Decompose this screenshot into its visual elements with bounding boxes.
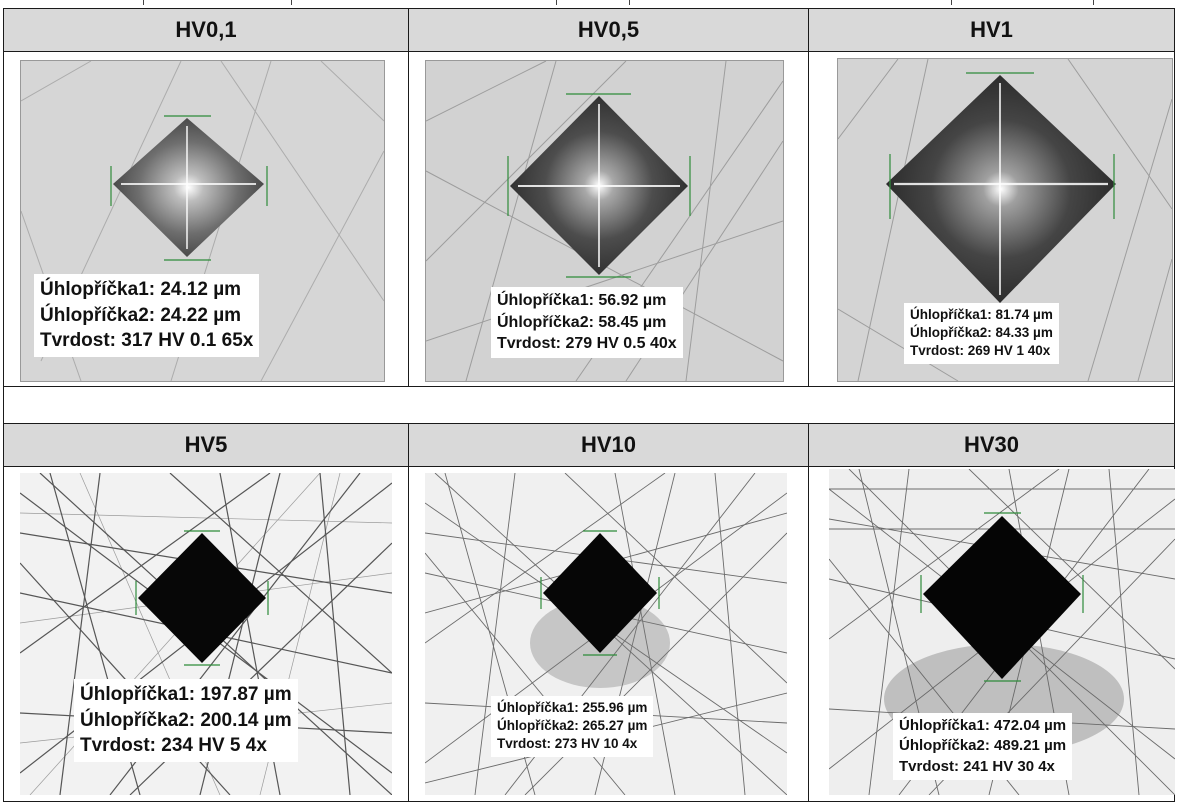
image-cell-hv30: Úhlopříčka1: 472.04 µm Úhlopříčka2: 489.… — [808, 466, 1175, 802]
measurement-caption-hv1: Úhlopříčka1: 81.74 µm Úhlopříčka2: 84.33… — [904, 303, 1059, 364]
diagonal2-text: Úhlopříčka2: 489.21 µm — [899, 737, 1067, 755]
diagonal2-text: Úhlopříčka2: 58.45 µm — [497, 313, 667, 331]
image-cell-hv05: Úhlopříčka1: 56.92 µm Úhlopříčka2: 58.45… — [408, 51, 809, 387]
header-row-top: HV0,1 HV0,5 HV1 — [3, 8, 1175, 52]
image-cell-hv10: Úhlopříčka1: 255.96 µm Úhlopříčka2: 265.… — [408, 466, 809, 802]
hardness-text: Tvrdost: 273 HV 10 4x — [497, 736, 638, 752]
top-ruler-strip — [0, 0, 1177, 8]
header-row-bottom: HV5 HV10 HV30 — [3, 423, 1175, 467]
measurement-caption-hv10: Úhlopříčka1: 255.96 µm Úhlopříčka2: 265.… — [491, 696, 654, 757]
spacer-row — [3, 386, 1175, 424]
column-header-hv5: HV5 — [3, 423, 409, 467]
hardness-text: Tvrdost: 241 HV 30 4x — [899, 757, 1055, 775]
diagonal1-text: Úhlopříčka1: 56.92 µm — [497, 292, 667, 309]
diagonal1-text: Úhlopříčka1: 81.74 µm — [910, 307, 1053, 322]
image-cell-hv5: Úhlopříčka1: 197.87 µm Úhlopříčka2: 200.… — [3, 466, 409, 802]
diagonal2-text: Úhlopříčka2: 24.22 µm — [40, 304, 242, 326]
column-header-hv01: HV0,1 — [3, 8, 409, 52]
diagonal2-text: Úhlopříčka2: 84.33 µm — [910, 325, 1053, 341]
hardness-text: Tvrdost: 317 HV 0.1 65x — [40, 330, 254, 352]
hardness-text: Tvrdost: 269 HV 1 40x — [910, 343, 1051, 359]
diagonal2-text: Úhlopříčka2: 200.14 µm — [80, 709, 292, 731]
column-header-hv1: HV1 — [808, 8, 1175, 52]
measurement-caption-hv30: Úhlopříčka1: 472.04 µm Úhlopříčka2: 489.… — [893, 713, 1073, 780]
image-row-bottom: Úhlopříčka1: 197.87 µm Úhlopříčka2: 200.… — [3, 466, 1175, 802]
column-header-hv30: HV30 — [808, 423, 1175, 467]
measurement-caption-hv01: Úhlopříčka1: 24.12 µm Úhlopříčka2: 24.22… — [34, 274, 260, 357]
diagonal1-text: Úhlopříčka1: 472.04 µm — [899, 717, 1067, 734]
image-row-top: Úhlopříčka1: 24.12 µm Úhlopříčka2: 24.22… — [3, 51, 1175, 387]
diagonal1-text: Úhlopříčka1: 197.87 µm — [80, 684, 292, 705]
image-cell-hv1: Úhlopříčka1: 81.74 µm Úhlopříčka2: 84.33… — [808, 51, 1175, 387]
diagonal1-text: Úhlopříčka1: 24.12 µm — [40, 279, 242, 300]
hardness-text: Tvrdost: 279 HV 0.5 40x — [497, 335, 677, 353]
hardness-text: Tvrdost: 234 HV 5 4x — [80, 735, 267, 757]
measurement-caption-hv5: Úhlopříčka1: 197.87 µm Úhlopříčka2: 200.… — [74, 679, 298, 762]
diagonal1-text: Úhlopříčka1: 255.96 µm — [497, 700, 648, 715]
column-header-hv10: HV10 — [408, 423, 809, 467]
diagonal2-text: Úhlopříčka2: 265.27 µm — [497, 718, 648, 734]
column-header-hv05: HV0,5 — [408, 8, 809, 52]
hardness-comparison-table: HV0,1 HV0,5 HV1 — [3, 8, 1175, 802]
measurement-caption-hv05: Úhlopříčka1: 56.92 µm Úhlopříčka2: 58.45… — [491, 287, 683, 358]
image-cell-hv01: Úhlopříčka1: 24.12 µm Úhlopříčka2: 24.22… — [3, 51, 409, 387]
